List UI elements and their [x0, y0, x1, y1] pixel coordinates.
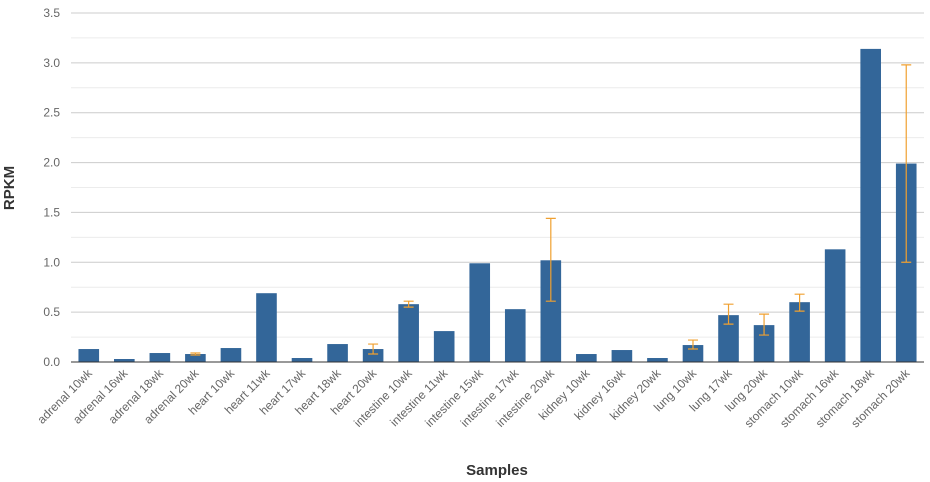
bars — [78, 48, 917, 362]
bar — [256, 293, 277, 362]
bar — [504, 309, 526, 362]
grid-lines — [71, 12, 924, 338]
y-tick-label: 2.0 — [43, 156, 60, 170]
error-bars — [190, 64, 912, 356]
error-bar — [794, 293, 805, 312]
bar — [149, 353, 171, 362]
y-tick-label: 3.0 — [43, 56, 60, 70]
y-tick-label: 3.5 — [43, 6, 60, 20]
error-bar — [545, 217, 556, 302]
y-axis-tick-labels: 0.0 0.5 1.0 1.5 2.0 2.5 3.0 3.5 — [43, 6, 60, 369]
bar — [860, 48, 881, 362]
bar — [398, 304, 419, 362]
bar — [540, 260, 562, 362]
bar — [362, 349, 384, 362]
error-bar — [723, 303, 734, 325]
y-tick-label: 1.0 — [43, 255, 60, 269]
y-tick-label: 0.5 — [43, 305, 60, 319]
bar — [78, 349, 100, 362]
bar — [718, 315, 739, 362]
bar — [114, 359, 135, 362]
bar — [682, 345, 704, 362]
bar — [824, 249, 846, 362]
error-bar — [759, 313, 770, 336]
error-bar — [687, 339, 698, 350]
bar — [469, 263, 491, 362]
y-tick-label: 0.0 — [43, 355, 60, 369]
bar — [220, 348, 242, 362]
bar — [576, 354, 597, 362]
error-bar — [190, 352, 201, 356]
error-bar — [403, 300, 414, 308]
y-axis-title: RPKM — [1, 166, 18, 210]
bar — [647, 358, 668, 362]
bar — [789, 302, 810, 362]
bar — [433, 331, 455, 362]
bar — [185, 354, 206, 362]
bar — [753, 325, 775, 362]
error-bar — [901, 64, 912, 263]
bar — [291, 358, 313, 362]
y-tick-label: 2.5 — [43, 106, 60, 120]
error-bar — [368, 343, 379, 355]
bar — [611, 350, 633, 362]
bar — [327, 344, 348, 362]
y-tick-label: 1.5 — [43, 205, 60, 219]
x-axis-title: Samples — [466, 462, 528, 479]
